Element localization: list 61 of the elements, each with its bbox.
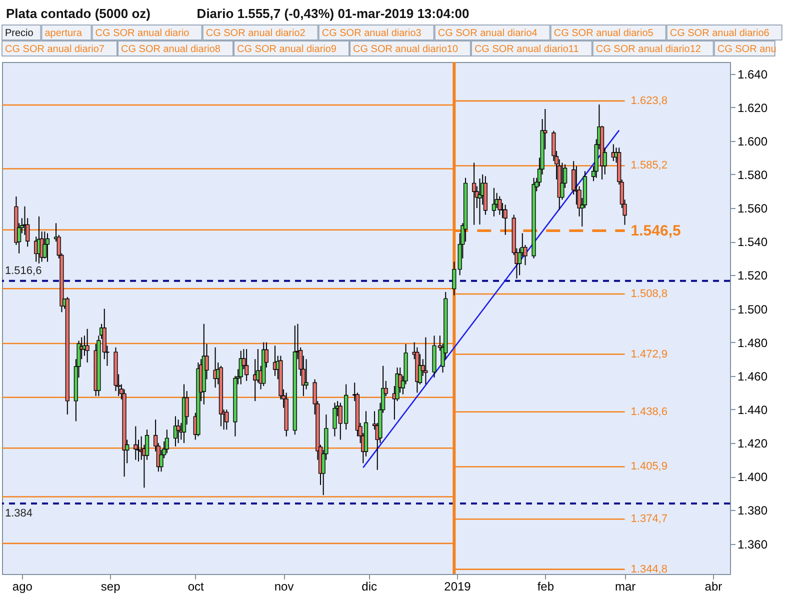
y-tick-label: 1.500 <box>738 302 768 316</box>
y-tick-label: 1.520 <box>738 268 768 283</box>
y-tick-label: 1.560 <box>738 202 768 216</box>
text: CG SOR anual diario6 <box>670 28 770 39</box>
candlestick <box>42 231 47 259</box>
ref-line-label: 1.384 <box>5 507 33 520</box>
text: CG SOR anual diario9 <box>237 44 337 55</box>
x-tick-label: feb <box>537 580 554 594</box>
data-label: 1.623,8 <box>630 94 668 107</box>
text: CG SOR anual diario5 <box>554 28 654 39</box>
text: Precio <box>5 28 34 39</box>
data-label: 1.405,9 <box>630 460 668 473</box>
data-label: 1.508,8 <box>630 288 668 300</box>
candlestick <box>304 358 308 390</box>
x-tick-label: sep <box>100 580 121 594</box>
y-tick-label: 1.380 <box>738 504 768 518</box>
text: CG SOR anual diario7 <box>5 44 105 55</box>
data-label: 1.472,9 <box>630 348 668 360</box>
text: CG SOR anual diario3 <box>322 28 422 39</box>
y-tick-label: 1.540 <box>738 235 768 250</box>
text: CG SOR anu <box>717 44 776 55</box>
text: CG SOR anual diario4 <box>438 28 538 39</box>
text: CG SOR anual diario <box>95 28 190 39</box>
text: CG SOR anual diario2 <box>206 28 306 39</box>
y-tick-label: 1.620 <box>738 100 768 115</box>
y-tick-label: 1.640 <box>738 67 768 82</box>
candlestick <box>164 429 169 454</box>
y-tick-label: 1.400 <box>738 470 768 484</box>
x-tick-label: nov <box>274 580 294 594</box>
ref-line-label: 1.516,6 <box>5 264 42 277</box>
x-tick-label: 2019 <box>444 580 472 594</box>
text: CG SOR anual diario10 <box>353 44 458 55</box>
x-tick-label: ago <box>12 580 33 594</box>
text: CG SOR anual diario11 <box>474 44 580 55</box>
text: CG SOR anual diario8 <box>121 44 221 55</box>
y-tick-label: 1.480 <box>738 336 768 350</box>
data-label: 1.344,8 <box>630 563 668 576</box>
data-label: 1.438,6 <box>630 406 668 418</box>
y-tick-label: 1.420 <box>738 436 768 451</box>
y-tick-label: 1.460 <box>738 369 768 384</box>
data-label: 1.546,5 <box>630 222 681 240</box>
data-label: 1.585,2 <box>630 160 668 172</box>
x-tick-label: oct <box>188 580 205 594</box>
candlestick <box>134 426 138 460</box>
chart-subtitle: Diario 1.555,7 (-0,43%) 01-mar-2019 13:04:00 <box>196 6 470 21</box>
data-label: 1.374,7 <box>630 513 668 526</box>
text: apertura <box>44 28 82 39</box>
y-tick-label: 1.360 <box>738 537 768 552</box>
x-tick-label: abr <box>704 580 722 594</box>
y-tick-label: 1.600 <box>738 134 768 148</box>
candlestick <box>452 261 456 296</box>
candlestick <box>503 204 508 236</box>
candlestick <box>224 408 229 430</box>
candlestick <box>173 416 178 447</box>
chart-title: Plata contado (5000 oz) <box>6 6 150 21</box>
x-tick-label: mar <box>614 580 636 594</box>
x-tick-label: dic <box>362 580 378 594</box>
y-tick-label: 1.580 <box>738 168 768 182</box>
y-tick-label: 1.440 <box>738 402 768 417</box>
candlestick <box>85 328 90 363</box>
text: CG SOR anual diario12 <box>596 44 702 55</box>
